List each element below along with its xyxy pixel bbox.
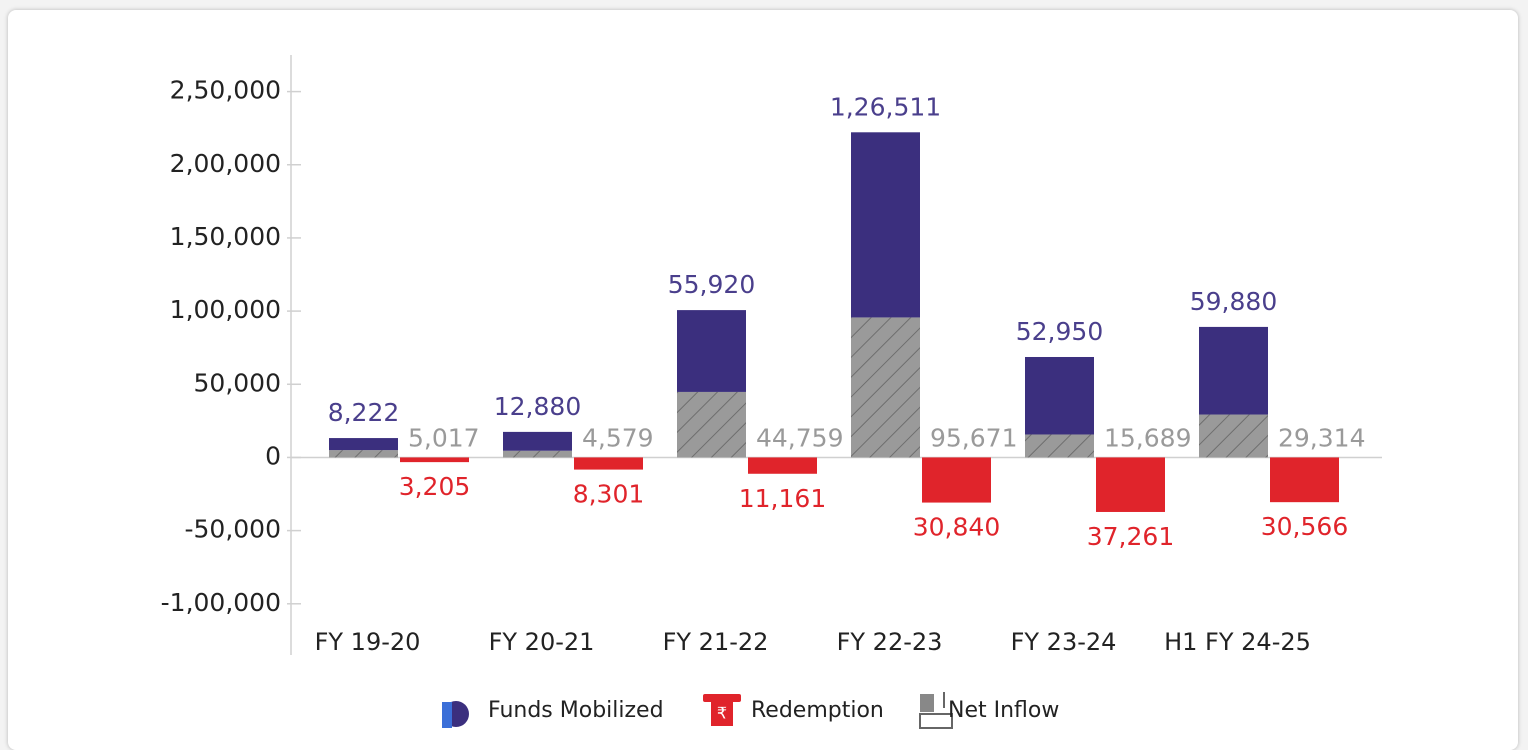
data-label: 8,301 [573, 480, 645, 509]
legend-label: Net Inflow [948, 698, 1059, 723]
bar-redemption [1096, 457, 1165, 512]
bar-funds-mobilized [677, 310, 746, 392]
data-label: 1,26,511 [830, 92, 941, 121]
bar-net-inflow [1199, 414, 1268, 458]
y-tick-label: 2,00,000 [170, 149, 281, 178]
data-label: 44,759 [756, 423, 843, 452]
y-tick-label: 50,000 [194, 368, 281, 397]
data-label: 55,920 [668, 270, 755, 299]
bar-redemption [748, 457, 817, 474]
data-label: 37,261 [1087, 522, 1174, 551]
y-tick-label: 2,50,000 [170, 76, 281, 105]
x-tick-label: FY 21-22 [663, 628, 769, 656]
y-tick-label: 1,00,000 [170, 295, 281, 324]
x-tick-label: H1 FY 24-25 [1164, 628, 1311, 656]
data-label: 3,205 [399, 472, 471, 501]
legend-icon: ₹ [717, 704, 727, 723]
data-label: 30,840 [913, 513, 1000, 542]
x-tick-label: FY 23-24 [1011, 628, 1117, 656]
bar-redemption [574, 457, 643, 470]
bar-net-inflow [677, 391, 746, 458]
data-label: 4,579 [582, 423, 654, 452]
bar-net-inflow [329, 450, 398, 458]
legend-label: Funds Mobilized [488, 698, 664, 723]
legend-icon [711, 700, 733, 726]
data-label: 5,017 [408, 423, 480, 452]
y-tick-label: 1,50,000 [170, 222, 281, 251]
bar-funds-mobilized [1025, 356, 1094, 435]
bar-redemption [400, 457, 469, 463]
x-tick-label: FY 22-23 [837, 628, 943, 656]
y-tick-label: -50,000 [185, 515, 282, 544]
x-tick-label: FY 20-21 [489, 628, 595, 656]
bar-redemption [922, 457, 991, 503]
data-label: 12,880 [494, 392, 581, 421]
y-tick-label: -1,00,000 [161, 588, 281, 617]
data-label: 30,566 [1261, 512, 1348, 541]
bar-funds-mobilized [329, 438, 398, 451]
bar-funds-mobilized [1199, 326, 1268, 415]
data-label: 29,314 [1278, 423, 1365, 452]
legend-icon [442, 702, 452, 728]
data-label: 52,950 [1016, 317, 1103, 346]
legend-icon [919, 713, 953, 729]
data-label: 15,689 [1104, 423, 1191, 452]
x-tick-label: FY 19-20 [315, 628, 421, 656]
bar-net-inflow [851, 317, 920, 458]
data-label: 95,671 [930, 423, 1017, 452]
y-tick-label: 0 [265, 441, 281, 470]
bar-net-inflow [503, 450, 572, 458]
bar-redemption [1270, 457, 1339, 503]
bar-funds-mobilized [503, 431, 572, 451]
data-label: 11,161 [739, 484, 826, 513]
bar-funds-mobilized [851, 132, 920, 318]
data-label: 8,222 [328, 398, 400, 427]
legend-label: Redemption [751, 698, 884, 723]
bar-net-inflow [1025, 434, 1094, 458]
data-label: 59,880 [1190, 287, 1277, 316]
legend-icon [920, 694, 934, 712]
